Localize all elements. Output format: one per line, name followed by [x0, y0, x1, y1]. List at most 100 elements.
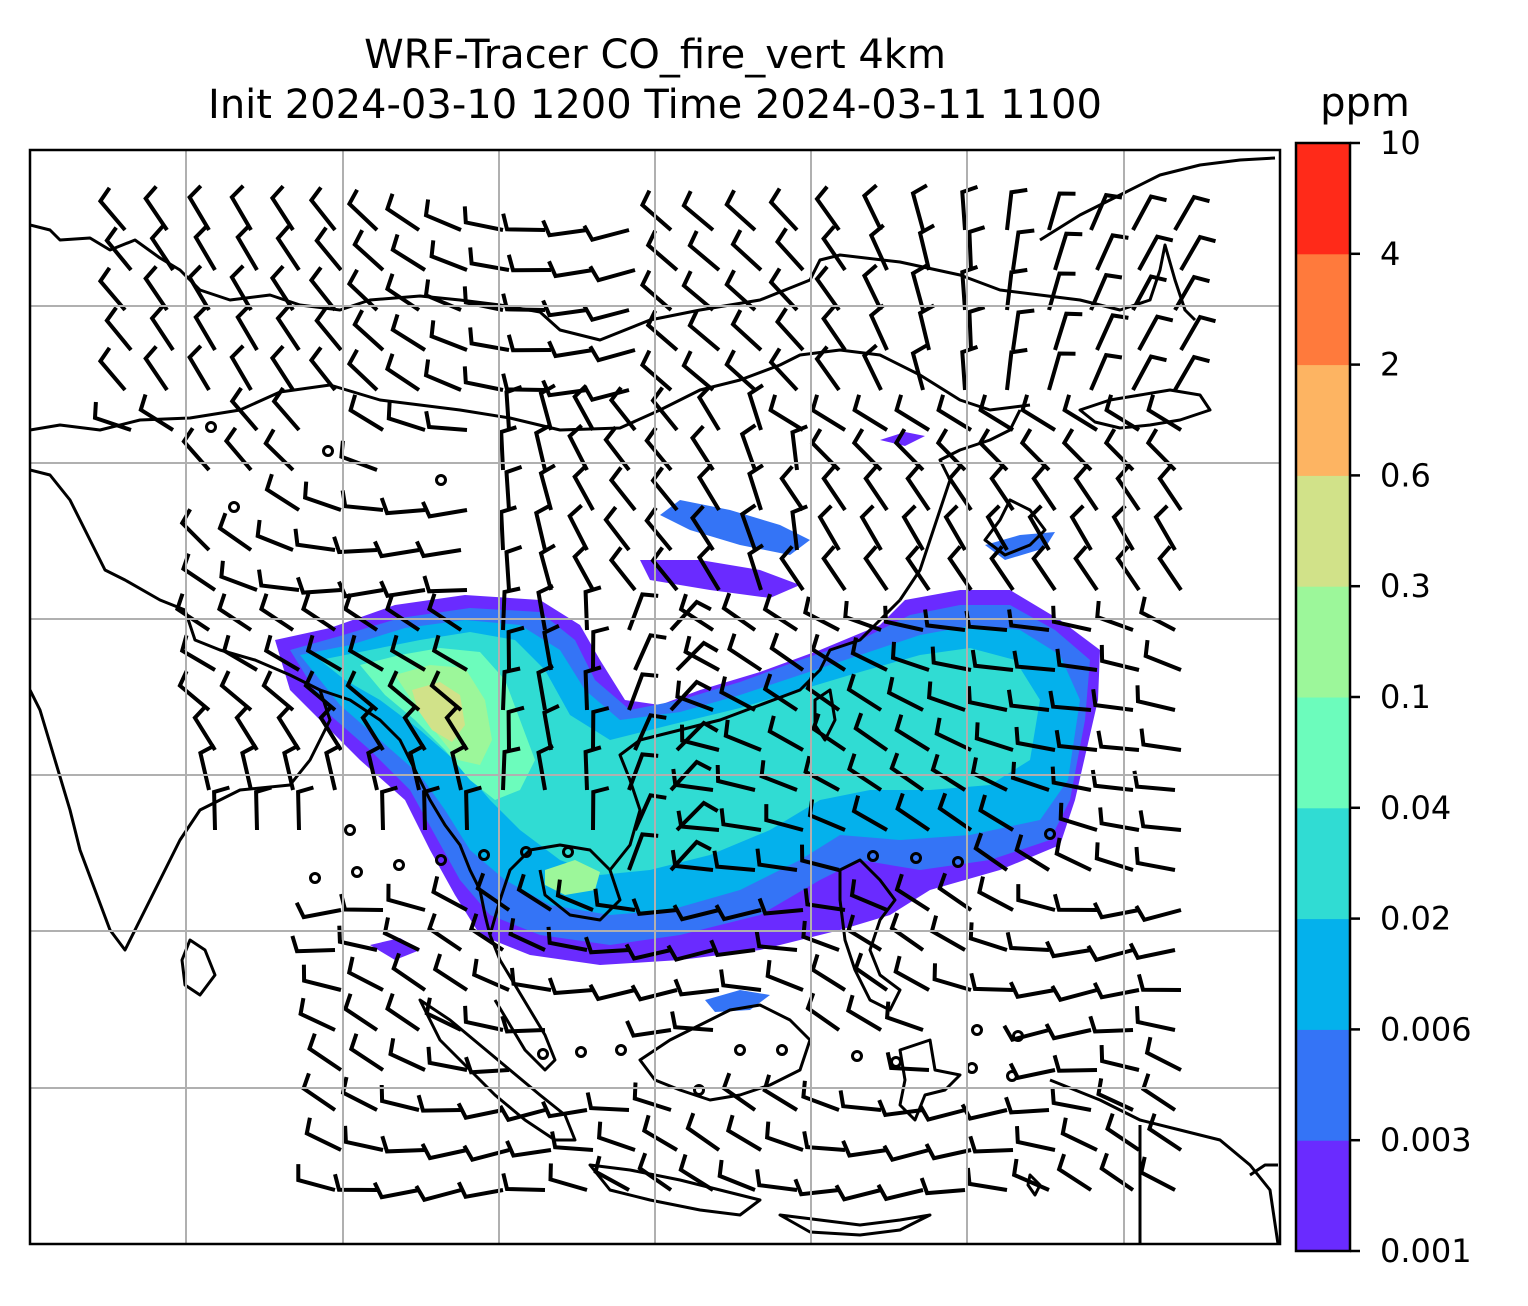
- coast-srilanka: [180, 938, 217, 997]
- wind-barb: [689, 424, 715, 472]
- wind-barb: [429, 670, 463, 712]
- wind-barb: [431, 875, 468, 912]
- colorbar-tick-label: 0.02: [1380, 900, 1451, 938]
- wind-barb: [924, 1143, 972, 1161]
- wind-barb: [631, 898, 678, 916]
- wind-barb: [779, 545, 805, 592]
- wind-barb: [296, 785, 314, 831]
- wind-barb: [608, 386, 637, 432]
- wind-barb: [508, 917, 546, 952]
- wind-barb: [1095, 600, 1134, 632]
- wind-barb: [967, 225, 986, 271]
- wind-barb: [978, 794, 1015, 832]
- wind-barb: [923, 609, 966, 632]
- map-title-line-1: WRF-Tracer CO_fire_vert 4km: [364, 32, 946, 78]
- colorbar-swatch: [1296, 1140, 1350, 1252]
- wind-barb: [811, 713, 847, 752]
- wind-barb: [769, 632, 805, 672]
- wind-barb: [675, 800, 719, 832]
- wind-barb: [275, 224, 301, 272]
- wind-barb: [308, 266, 337, 312]
- wind-barb: [464, 1056, 510, 1075]
- wind-barb: [462, 206, 504, 232]
- wind-barb: [1005, 931, 1050, 952]
- wind-barb: [678, 593, 715, 632]
- wind-barb: [259, 593, 295, 632]
- wind-barb: [765, 959, 804, 992]
- wind-barb: [547, 977, 594, 996]
- colorbar-tick-label: 0.006: [1380, 1010, 1472, 1048]
- wind-barb: [805, 992, 841, 1032]
- wind-barb: [504, 465, 523, 511]
- wind-barb: [894, 394, 931, 432]
- wind-barb: [1007, 609, 1050, 632]
- wind-barb: [104, 306, 133, 352]
- wind-barb: [886, 676, 924, 712]
- calm-markers: [205, 421, 1056, 1096]
- wind-barb: [415, 540, 462, 559]
- calm-wind-marker: [693, 1084, 705, 1096]
- wind-barb: [1135, 685, 1176, 712]
- wind-barb: [343, 593, 379, 632]
- wind-barb: [92, 401, 132, 432]
- wind-barb: [301, 1072, 337, 1112]
- calm-wind-marker: [562, 846, 574, 858]
- wind-barb: [1146, 394, 1183, 432]
- wind-barb: [235, 224, 259, 272]
- wind-barb: [345, 670, 379, 712]
- wind-barb: [1092, 982, 1140, 1000]
- calm-wind-marker: [615, 1044, 627, 1056]
- wind-barb: [803, 888, 846, 912]
- coast-sumatra: [418, 998, 577, 1142]
- wind-barb: [308, 346, 337, 392]
- wind-barb: [901, 504, 925, 552]
- colorbar-tick-label: 0.001: [1380, 1232, 1472, 1270]
- wind-barb: [721, 592, 757, 632]
- wind-barb: [930, 753, 967, 792]
- calm-wind-marker: [776, 1044, 788, 1056]
- wind-barb: [850, 637, 888, 672]
- wind-barb: [1016, 884, 1056, 912]
- wind-barb: [712, 850, 756, 872]
- wind-barb: [593, 888, 636, 912]
- wind-barb: [960, 185, 979, 231]
- wind-barb: [1031, 465, 1057, 512]
- wind-barb: [1144, 1036, 1182, 1072]
- wind-barb: [669, 839, 712, 872]
- wind-barb: [275, 304, 301, 352]
- wind-barb: [687, 310, 721, 352]
- wind-barb: [348, 394, 385, 432]
- wind-barb: [730, 309, 763, 352]
- wind-barb: [501, 293, 546, 312]
- wind-barb: [541, 379, 588, 398]
- wind-barb: [672, 904, 720, 922]
- wind-barb: [192, 704, 217, 752]
- map-area: [30, 150, 1280, 1244]
- wind-barb: [960, 345, 979, 391]
- wind-barb: [809, 428, 841, 472]
- wind-barb: [301, 593, 337, 632]
- wind-barb: [644, 426, 673, 472]
- wind-barb: [960, 265, 979, 311]
- wind-barb: [633, 793, 667, 831]
- wind-barb: [1006, 689, 1050, 712]
- wind-barb: [456, 1181, 504, 1200]
- wind-barb: [379, 497, 426, 516]
- colorbar-tick-label: 2: [1380, 346, 1400, 384]
- coast-borneo: [638, 1003, 812, 1102]
- coast-sulawesi: [898, 1038, 962, 1122]
- wind-barb: [390, 313, 427, 352]
- wind-barb: [229, 386, 259, 432]
- wind-barb: [669, 679, 712, 712]
- wind-barb: [861, 263, 883, 311]
- wind-barb: [379, 580, 426, 599]
- wind-barb: [683, 635, 720, 672]
- wind-barb: [889, 912, 925, 952]
- wind-barb: [937, 872, 973, 912]
- wind-barb: [1128, 942, 1176, 961]
- wind-barb: [669, 599, 712, 632]
- wind-barb: [762, 593, 799, 632]
- wind-barb: [104, 226, 133, 272]
- wind-barb: [588, 345, 636, 363]
